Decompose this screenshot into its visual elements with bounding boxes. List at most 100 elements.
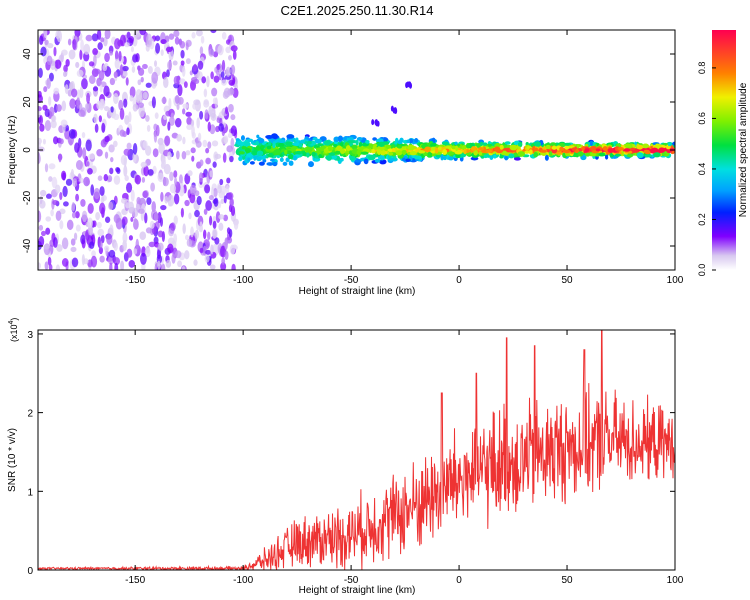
spectrogram-cell [564, 145, 569, 150]
spectrogram-x-ticks: -150 -100 -50 0 50 100 [125, 30, 684, 286]
spectrogram-cell [551, 145, 557, 150]
spectrogram-cell [43, 30, 48, 39]
spectrogram-cell [213, 187, 218, 198]
spectrogram-cell [48, 163, 56, 170]
spectrogram-cell [47, 256, 52, 266]
spectrogram-cell [401, 149, 407, 155]
spectrogram-cell [85, 34, 93, 42]
spectrogram-cell [229, 244, 236, 255]
spectrogram-cell [104, 151, 109, 159]
spectrogram-cell [146, 124, 151, 132]
spectrogram-cell [42, 138, 46, 145]
spectrogram-cell [61, 100, 67, 112]
spectrogram-cell [64, 84, 69, 95]
spectrogram-cell [118, 50, 122, 62]
spectrogram-cell [226, 145, 233, 153]
spectrogram-cell [70, 246, 77, 253]
spectrogram-cell [231, 263, 236, 270]
spectrogram-cell [157, 172, 164, 183]
spectrogram-cell [170, 222, 176, 231]
spectrogram-cell [201, 76, 207, 84]
spectrogram-cell [92, 86, 99, 92]
spectrogram-cell [126, 127, 130, 136]
spectrogram-cell [81, 78, 88, 90]
spectrogram-cell [161, 157, 167, 168]
spectrogram-cell [131, 66, 136, 73]
spectrogram-cell [197, 71, 203, 81]
spectrogram-cell [235, 138, 240, 142]
y-tick-label: 40 [22, 48, 33, 60]
spectrogram-cell [140, 76, 144, 83]
spectrogram-cell [119, 34, 126, 47]
x-tick-label: 100 [667, 275, 684, 286]
spectrogram-cell [494, 146, 501, 152]
spectrogram-cell [205, 147, 210, 154]
spectrogram-x-label: Height of straight line (km) [299, 286, 416, 297]
spectrogram-cell [75, 61, 80, 69]
spectrogram-cell [230, 114, 236, 121]
spectrogram-cell [205, 249, 212, 255]
spectrogram-cell [210, 30, 217, 34]
spectrogram-cell [184, 199, 190, 207]
spectrogram-cell [211, 87, 218, 97]
spectrogram-cell [122, 65, 129, 72]
y-tick-label: 20 [22, 96, 33, 108]
spectrogram-panel: -150 -100 -50 0 50 100 -40 -20 0 20 40 Height of … [7, 29, 684, 297]
spectrogram-cell [109, 50, 114, 56]
spectrogram-cell [132, 54, 138, 63]
spectrogram-cell [225, 66, 231, 77]
spectrogram-cell [476, 143, 481, 149]
spectrogram-cell [288, 160, 294, 166]
spectrogram-cell [194, 229, 200, 240]
spectrogram-cell [434, 147, 439, 154]
colorbar-tick-label: 0.6 [697, 112, 707, 125]
spectrogram-cell [405, 158, 411, 162]
spectrogram-cell [392, 147, 396, 153]
spectrogram-cell [44, 163, 49, 173]
spectrogram-cell [216, 64, 221, 70]
spectrogram-cell [207, 141, 212, 149]
colorbar: 0.0 0.2 0.4 0.6 0.8 Normalized spectral ampl… [697, 30, 749, 276]
spectrogram-cell [63, 201, 69, 207]
spectrogram-cell [166, 69, 170, 78]
spectrogram-cell [99, 186, 105, 196]
spectrogram-cell [85, 139, 92, 152]
spectrogram-cell [465, 143, 471, 148]
spectrogram-cell [253, 155, 257, 161]
spectrogram-cell [139, 252, 147, 265]
spectrogram-cell [214, 153, 222, 160]
spectrogram-cell [87, 217, 93, 228]
spectrogram-cell [152, 148, 159, 158]
spectrogram-cell [220, 71, 225, 79]
spectrogram-cell [52, 199, 59, 206]
spectrogram-cell [206, 75, 210, 88]
spectrogram-cell [161, 263, 166, 270]
spectrogram-cell [260, 145, 265, 149]
spectrogram-cell [207, 121, 211, 132]
spectrogram-cell [189, 192, 196, 204]
spectrogram-cell [174, 117, 182, 128]
spectrogram-cell [40, 46, 47, 57]
spectrogram-cell [534, 141, 542, 147]
spectrogram-cell [232, 50, 237, 60]
spectrogram-cell [103, 85, 110, 97]
spectrogram-cell [70, 238, 76, 246]
y-tick-label: -40 [22, 238, 33, 253]
spectrogram-cell [38, 110, 41, 118]
spectrogram-cell [98, 246, 104, 255]
spectrogram-cell [176, 134, 183, 142]
spectrogram-cell [563, 142, 571, 147]
spectrogram-cell [666, 149, 672, 153]
spectrogram-cell [196, 195, 202, 206]
spectrogram-cell [229, 155, 234, 163]
spectrogram-cell [97, 228, 105, 237]
colorbar-gradient [712, 30, 736, 270]
spectrogram-cell [151, 71, 159, 84]
spectrogram-cell [178, 174, 183, 185]
colorbar-tick-label: 0.4 [697, 163, 707, 176]
spectrogram-cell [524, 150, 530, 154]
spectrogram-cell [38, 67, 43, 79]
colorbar-tick-label: 0.2 [697, 213, 707, 226]
spectrogram-cell [49, 106, 55, 117]
spectrogram-cell [209, 124, 216, 135]
